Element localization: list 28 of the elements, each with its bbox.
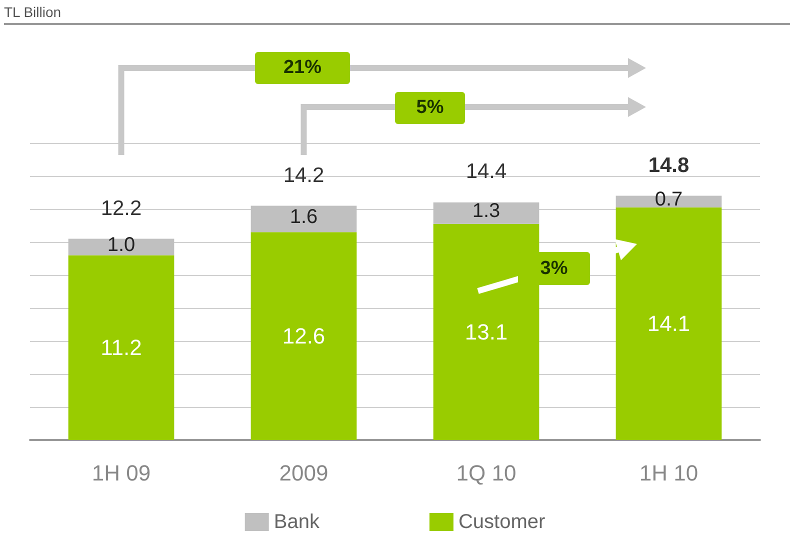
data-label: 1.3 — [472, 200, 500, 222]
data-label: 12.6 — [282, 324, 326, 349]
bar — [68, 238, 174, 256]
x-tick-label: 1H 10 — [639, 460, 698, 486]
data-label: 0.7 — [654, 188, 683, 211]
data-label: 1.6 — [290, 206, 318, 228]
total-label: 14.4 — [466, 160, 507, 184]
total-label: 12.2 — [100, 196, 142, 221]
x-tick-label: 1Q 10 — [456, 460, 516, 486]
bar — [250, 206, 357, 232]
annotation: 3% — [518, 252, 590, 285]
bar — [250, 232, 357, 440]
legend-label: Bank — [274, 511, 320, 533]
total-label: 14.8 — [648, 154, 690, 178]
x-tick-label: 1H 09 — [92, 460, 151, 486]
bar — [68, 255, 174, 440]
total-label: 14.2 — [283, 164, 324, 188]
legend-label: Customer — [458, 511, 546, 533]
text: TL Billion — [4, 4, 790, 25]
data-label: 11.2 — [100, 335, 142, 360]
text: 21% — [255, 52, 350, 84]
data-label: 1.0 — [107, 234, 136, 256]
bar — [433, 202, 540, 224]
data-label: 13.1 — [464, 319, 508, 344]
data-label: 14.1 — [647, 311, 690, 336]
x-tick-label: 2009 — [279, 460, 328, 486]
bar — [616, 207, 722, 440]
text: 5% — [395, 92, 465, 124]
